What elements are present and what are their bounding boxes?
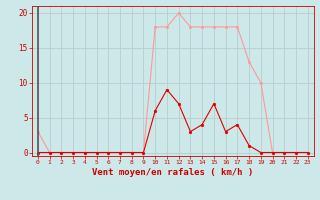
X-axis label: Vent moyen/en rafales ( km/h ): Vent moyen/en rafales ( km/h ) bbox=[92, 168, 253, 177]
